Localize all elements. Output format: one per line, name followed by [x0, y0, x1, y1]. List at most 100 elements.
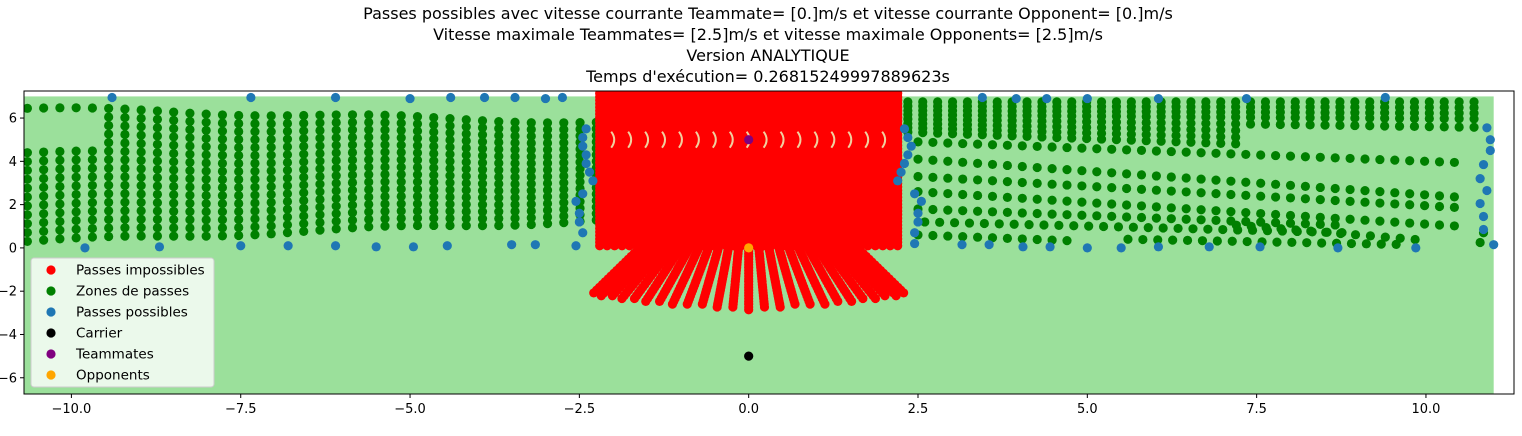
- pass-zone-point: [943, 174, 952, 183]
- pass-zone-point: [153, 231, 162, 240]
- pass-zone-point: [185, 150, 194, 159]
- legend-marker: [46, 265, 55, 274]
- pass-zone-point: [104, 147, 113, 156]
- pass-zone-point: [1241, 191, 1250, 200]
- pass-zone-point: [1331, 184, 1340, 193]
- pass-zone-point: [72, 199, 81, 208]
- passes-possibles-point: [1486, 135, 1495, 144]
- passes-possibles-point: [1018, 242, 1027, 251]
- x-tick-label: −5.0: [394, 402, 426, 417]
- impossible-pass-point: [858, 294, 867, 303]
- pass-zone-point: [1037, 132, 1046, 141]
- pass-zone-point: [267, 135, 276, 144]
- pass-zone-point: [1301, 194, 1310, 203]
- pass-zone-point: [1410, 122, 1419, 131]
- pass-zone-point: [1112, 135, 1121, 144]
- pass-zone-point: [1262, 223, 1271, 232]
- pass-zone-point: [1107, 168, 1116, 177]
- pass-zone-point: [39, 156, 48, 165]
- pass-zone-point: [1003, 177, 1012, 186]
- pass-zone-point: [1411, 235, 1420, 244]
- legend-label: Zones de passes: [76, 284, 189, 300]
- pass-zone-point: [169, 108, 178, 117]
- passes-possibles-point: [903, 150, 912, 159]
- y-tick-label: −4: [0, 328, 17, 343]
- passes-possibles-point: [446, 93, 455, 102]
- pass-zone-point: [218, 118, 227, 127]
- pass-zone-point: [1395, 114, 1404, 123]
- pass-zone-point: [250, 206, 259, 215]
- impossible-pass-point: [847, 297, 856, 306]
- pass-zone-point: [234, 119, 243, 128]
- pass-zone-point: [1048, 209, 1057, 218]
- pass-zone-point: [88, 207, 97, 216]
- x-tick-label: 10.0: [1411, 402, 1440, 417]
- pass-zone-point: [218, 175, 227, 184]
- pass-zone-point: [1276, 120, 1285, 129]
- passes-possibles-point: [578, 133, 587, 142]
- pass-zone-point: [948, 129, 957, 138]
- pass-zone-point: [202, 175, 211, 184]
- passes-possibles-point: [531, 240, 540, 249]
- pass-zone-point: [104, 129, 113, 138]
- pass-zone-point: [1159, 223, 1168, 232]
- y-tick-label: 0: [9, 241, 17, 256]
- pass-zone-point: [1003, 161, 1012, 170]
- pass-zone-point: [267, 198, 276, 207]
- pass-zone-point: [980, 219, 989, 228]
- x-tick-label: 7.5: [1246, 402, 1267, 417]
- pass-zone-point: [1241, 208, 1250, 217]
- pass-zone-point: [1054, 221, 1063, 230]
- passes-possibles-point: [155, 242, 164, 251]
- pass-zone-point: [1316, 220, 1325, 229]
- pass-zone-point: [1107, 145, 1116, 154]
- passes-possibles-point: [1479, 212, 1488, 221]
- pass-zone-point: [104, 172, 113, 181]
- pass-zone-point: [39, 174, 48, 183]
- pass-zone-point: [1157, 137, 1166, 146]
- pass-zone-point: [104, 121, 113, 130]
- impossible-pass-point: [668, 300, 677, 309]
- pass-zone-point: [1440, 114, 1449, 123]
- pass-zone-point: [185, 232, 194, 241]
- pass-zone-point: [1435, 202, 1444, 211]
- pass-zone-point: [1107, 212, 1116, 221]
- pass-zone-point: [1420, 190, 1429, 199]
- pass-zone-point: [299, 111, 308, 120]
- impossible-pass-point: [597, 291, 606, 300]
- pass-zone-point: [429, 113, 438, 122]
- pass-zone-point: [72, 225, 81, 234]
- pass-zone-point: [283, 111, 292, 120]
- pass-zone-point: [72, 164, 81, 173]
- pass-zone-point: [169, 124, 178, 133]
- pass-zone-point: [202, 232, 211, 241]
- pass-zone-point: [104, 198, 113, 207]
- pass-zone-point: [137, 122, 146, 131]
- passes-possibles-point: [1242, 94, 1251, 103]
- pass-zone-point: [39, 200, 48, 209]
- pass-zone-point: [1380, 121, 1389, 130]
- pass-zone-point: [104, 164, 113, 173]
- pass-zone-point: [973, 175, 982, 184]
- pass-zone-point: [988, 140, 997, 149]
- y-tick-label: 2: [9, 198, 17, 213]
- pass-zone-point: [1077, 181, 1086, 190]
- pass-zone-point: [1122, 169, 1131, 178]
- pass-zone-point: [72, 233, 81, 242]
- pass-zone-point: [1306, 227, 1315, 236]
- passes-possibles-point: [1117, 243, 1126, 252]
- impossible-pass-point: [833, 297, 842, 306]
- pass-zone-point: [202, 207, 211, 216]
- pass-zone-point: [928, 231, 937, 240]
- pass-zone-point: [918, 128, 927, 137]
- passes-possibles-point: [913, 217, 922, 226]
- pass-zone-point: [958, 206, 967, 215]
- pass-zone-point: [185, 117, 194, 126]
- pass-zone-point: [1351, 230, 1360, 239]
- title-line-1: Passes possibles avec vitesse courrante …: [363, 4, 1173, 23]
- pass-zone-point: [1435, 191, 1444, 200]
- pass-zone-point: [185, 125, 194, 134]
- pass-zone-point: [1182, 148, 1191, 157]
- pass-zone-point: [1211, 189, 1220, 198]
- pass-zone-point: [943, 157, 952, 166]
